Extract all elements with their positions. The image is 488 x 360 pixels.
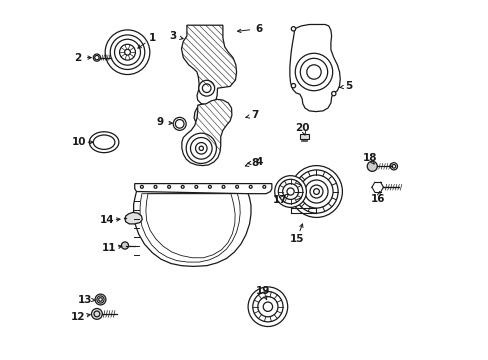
Text: 7: 7 — [251, 110, 259, 120]
Polygon shape — [289, 24, 340, 112]
Polygon shape — [125, 212, 142, 224]
Text: 6: 6 — [255, 24, 262, 34]
Circle shape — [389, 163, 397, 170]
Circle shape — [274, 176, 306, 207]
Circle shape — [105, 30, 149, 75]
Circle shape — [91, 309, 102, 319]
Text: 3: 3 — [168, 31, 176, 41]
Circle shape — [290, 166, 342, 217]
Polygon shape — [133, 192, 250, 266]
Circle shape — [181, 185, 184, 188]
Circle shape — [222, 185, 224, 188]
Circle shape — [167, 185, 170, 188]
Text: 16: 16 — [370, 194, 385, 204]
Text: 19: 19 — [256, 286, 270, 296]
Circle shape — [208, 185, 211, 188]
Text: 11: 11 — [102, 243, 117, 253]
Text: 9: 9 — [156, 117, 163, 127]
Circle shape — [199, 80, 214, 96]
Text: 14: 14 — [100, 215, 114, 225]
Circle shape — [291, 84, 295, 88]
Circle shape — [140, 185, 143, 188]
Text: 20: 20 — [295, 123, 309, 133]
Circle shape — [186, 133, 216, 163]
Circle shape — [366, 161, 377, 171]
Circle shape — [235, 185, 238, 188]
Text: 12: 12 — [71, 312, 85, 322]
Text: 15: 15 — [289, 234, 304, 244]
Circle shape — [249, 185, 252, 188]
Circle shape — [295, 53, 332, 91]
Circle shape — [247, 287, 287, 327]
Polygon shape — [194, 104, 210, 126]
Circle shape — [95, 294, 106, 305]
Circle shape — [291, 27, 295, 31]
Polygon shape — [134, 184, 271, 194]
Circle shape — [263, 185, 265, 188]
Text: 5: 5 — [345, 81, 352, 91]
Polygon shape — [182, 99, 231, 166]
Circle shape — [173, 117, 186, 130]
Text: 8: 8 — [251, 158, 258, 168]
Circle shape — [93, 54, 101, 61]
Polygon shape — [181, 25, 236, 105]
Circle shape — [331, 91, 335, 96]
Circle shape — [154, 185, 157, 188]
Text: 13: 13 — [78, 294, 92, 305]
Text: 17: 17 — [273, 195, 287, 205]
Text: 2: 2 — [74, 53, 81, 63]
Text: 1: 1 — [149, 33, 156, 43]
Ellipse shape — [89, 132, 119, 153]
Bar — [299, 134, 308, 139]
Text: 18: 18 — [362, 153, 376, 163]
Text: 10: 10 — [72, 137, 86, 147]
Circle shape — [194, 185, 197, 188]
Text: 4: 4 — [255, 157, 262, 167]
Circle shape — [121, 242, 128, 249]
